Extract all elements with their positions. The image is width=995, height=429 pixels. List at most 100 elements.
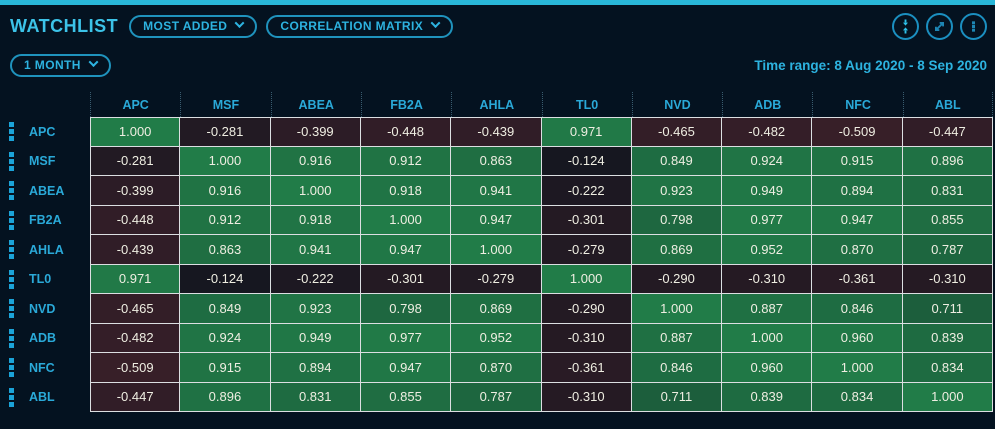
col-header-abl: ABL: [902, 92, 993, 117]
most-added-label: MOST ADDED: [143, 19, 228, 33]
correlation-matrix-label: CORRELATION MATRIX: [280, 19, 424, 33]
matrix-cell-msf-abea: 0.916: [270, 146, 361, 176]
matrix-cell-msf-fb2a: 0.912: [360, 146, 452, 176]
matrix-cell-tl0-adb: -0.310: [722, 264, 813, 294]
matrix-cell-msf-apc: -0.281: [90, 146, 181, 176]
matrix-cell-adb-abea: 0.949: [270, 323, 361, 353]
matrix-cell-msf-nfc: 0.915: [812, 146, 903, 176]
matrix-cell-adb-adb: 1.000: [722, 323, 813, 353]
matrix-cell-abl-abea: 0.831: [270, 382, 361, 412]
matrix-cell-adb-nfc: 0.960: [812, 323, 903, 353]
row-label-text: ADB: [29, 331, 57, 346]
matrix-cell-tl0-msf: -0.124: [180, 264, 271, 294]
matrix-cell-nfc-apc: -0.509: [90, 353, 181, 383]
col-header-abea: ABEA: [270, 92, 361, 117]
row-label-tl0: TL0: [0, 265, 90, 295]
matrix-cell-fb2a-nvd: 0.798: [631, 205, 723, 235]
col-header-fb2a: FB2A: [360, 92, 451, 117]
drag-handle-icon[interactable]: [9, 328, 14, 348]
matrix-cell-adb-fb2a: 0.977: [360, 323, 452, 353]
expand-button[interactable]: [926, 12, 953, 40]
matrix-cell-adb-ahla: 0.952: [451, 323, 542, 353]
row-label-adb: ADB: [0, 324, 90, 354]
drag-handle-icon[interactable]: [9, 240, 14, 260]
kebab-menu-icon: [972, 20, 975, 32]
matrix-cell-apc-msf: -0.281: [180, 117, 271, 147]
matrix-cell-tl0-nfc: -0.361: [812, 264, 903, 294]
matrix-cell-msf-nvd: 0.849: [631, 146, 723, 176]
matrix-cell-apc-nvd: -0.465: [631, 117, 723, 147]
matrix-cell-nvd-adb: 0.887: [722, 294, 813, 324]
drag-handle-icon[interactable]: [9, 122, 14, 142]
matrix-cell-fb2a-apc: -0.448: [90, 205, 181, 235]
matrix-cell-nfc-msf: 0.915: [180, 353, 271, 383]
matrix-cell-ahla-ahla: 1.000: [451, 235, 542, 265]
matrix-cell-abea-abea: 1.000: [270, 176, 361, 206]
most-added-dropdown[interactable]: MOST ADDED: [129, 14, 258, 38]
matrix-cell-nfc-ahla: 0.870: [451, 353, 542, 383]
drag-handle-icon[interactable]: [9, 387, 14, 407]
matrix-cell-msf-abl: 0.896: [902, 146, 993, 176]
collapse-vertical-button[interactable]: [892, 12, 919, 40]
matrix-cell-tl0-apc: 0.971: [90, 264, 181, 294]
matrix-cell-abea-ahla: 0.941: [451, 176, 542, 206]
row-label-nvd: NVD: [0, 294, 90, 324]
col-header-msf: MSF: [180, 92, 270, 117]
matrix-cell-ahla-msf: 0.863: [180, 235, 271, 265]
drag-handle-icon[interactable]: [9, 269, 14, 289]
matrix-cell-fb2a-fb2a: 1.000: [360, 205, 452, 235]
row-label-text: AHLA: [29, 242, 64, 257]
row-label-ahla: AHLA: [0, 235, 90, 265]
matrix-cell-abl-abl: 1.000: [902, 382, 993, 412]
matrix-cell-msf-msf: 1.000: [180, 146, 271, 176]
correlation-matrix-dropdown[interactable]: CORRELATION MATRIX: [266, 14, 454, 38]
row-label-abea: ABEA: [0, 176, 90, 206]
drag-handle-icon[interactable]: [9, 299, 14, 319]
time-period-dropdown[interactable]: 1 MONTH: [10, 53, 111, 77]
matrix-cell-adb-tl0: -0.310: [541, 323, 632, 353]
col-header-nvd: NVD: [631, 92, 722, 117]
col-header-tl0: TL0: [541, 92, 632, 117]
more-options-button[interactable]: [960, 12, 987, 40]
matrix-cell-fb2a-adb: 0.977: [722, 205, 813, 235]
matrix-cell-msf-adb: 0.924: [722, 146, 813, 176]
matrix-cell-adb-abl: 0.839: [902, 323, 993, 353]
filter-bar: 1 MONTH Time range: 8 Aug 2020 - 8 Sep 2…: [10, 52, 987, 78]
row-label-text: APC: [29, 124, 56, 139]
page-title: WATCHLIST: [10, 15, 119, 36]
matrix-cell-nfc-nfc: 1.000: [812, 353, 903, 383]
matrix-cell-ahla-abl: 0.787: [902, 235, 993, 265]
matrix-cell-apc-fb2a: -0.448: [360, 117, 452, 147]
window-controls: [892, 12, 987, 40]
matrix-cell-abea-apc: -0.399: [90, 176, 181, 206]
matrix-cell-nvd-msf: 0.849: [180, 294, 271, 324]
matrix-cell-adb-nvd: 0.887: [631, 323, 723, 353]
matrix-cell-abea-nfc: 0.894: [812, 176, 903, 206]
matrix-cell-ahla-abea: 0.941: [270, 235, 361, 265]
matrix-cell-abea-msf: 0.916: [180, 176, 271, 206]
matrix-cell-nvd-abl: 0.711: [902, 294, 993, 324]
row-label-text: NFC: [29, 360, 55, 375]
matrix-cell-apc-nfc: -0.509: [812, 117, 903, 147]
matrix-cell-abea-fb2a: 0.918: [360, 176, 452, 206]
matrix-cell-tl0-tl0: 1.000: [541, 264, 632, 294]
matrix-cell-ahla-apc: -0.439: [90, 235, 181, 265]
matrix-cell-msf-tl0: -0.124: [541, 146, 632, 176]
drag-handle-icon[interactable]: [9, 151, 14, 171]
matrix-cell-apc-abea: -0.399: [270, 117, 361, 147]
drag-handle-icon[interactable]: [9, 358, 14, 378]
matrix-cell-fb2a-abea: 0.918: [270, 205, 361, 235]
matrix-cell-nvd-nvd: 1.000: [631, 294, 723, 324]
matrix-cell-abea-tl0: -0.222: [541, 176, 632, 206]
collapse-vertical-icon: [902, 18, 909, 34]
matrix-cell-apc-ahla: -0.439: [451, 117, 542, 147]
row-label-fb2a: FB2A: [0, 206, 90, 236]
drag-handle-icon[interactable]: [9, 181, 14, 201]
row-label-text: NVD: [29, 301, 56, 316]
drag-handle-icon[interactable]: [9, 210, 14, 230]
matrix-cell-abl-ahla: 0.787: [451, 382, 542, 412]
matrix-cell-abl-apc: -0.447: [90, 382, 181, 412]
matrix-corner: [0, 92, 90, 117]
col-header-ahla: AHLA: [451, 92, 541, 117]
row-label-text: FB2A: [29, 213, 62, 228]
